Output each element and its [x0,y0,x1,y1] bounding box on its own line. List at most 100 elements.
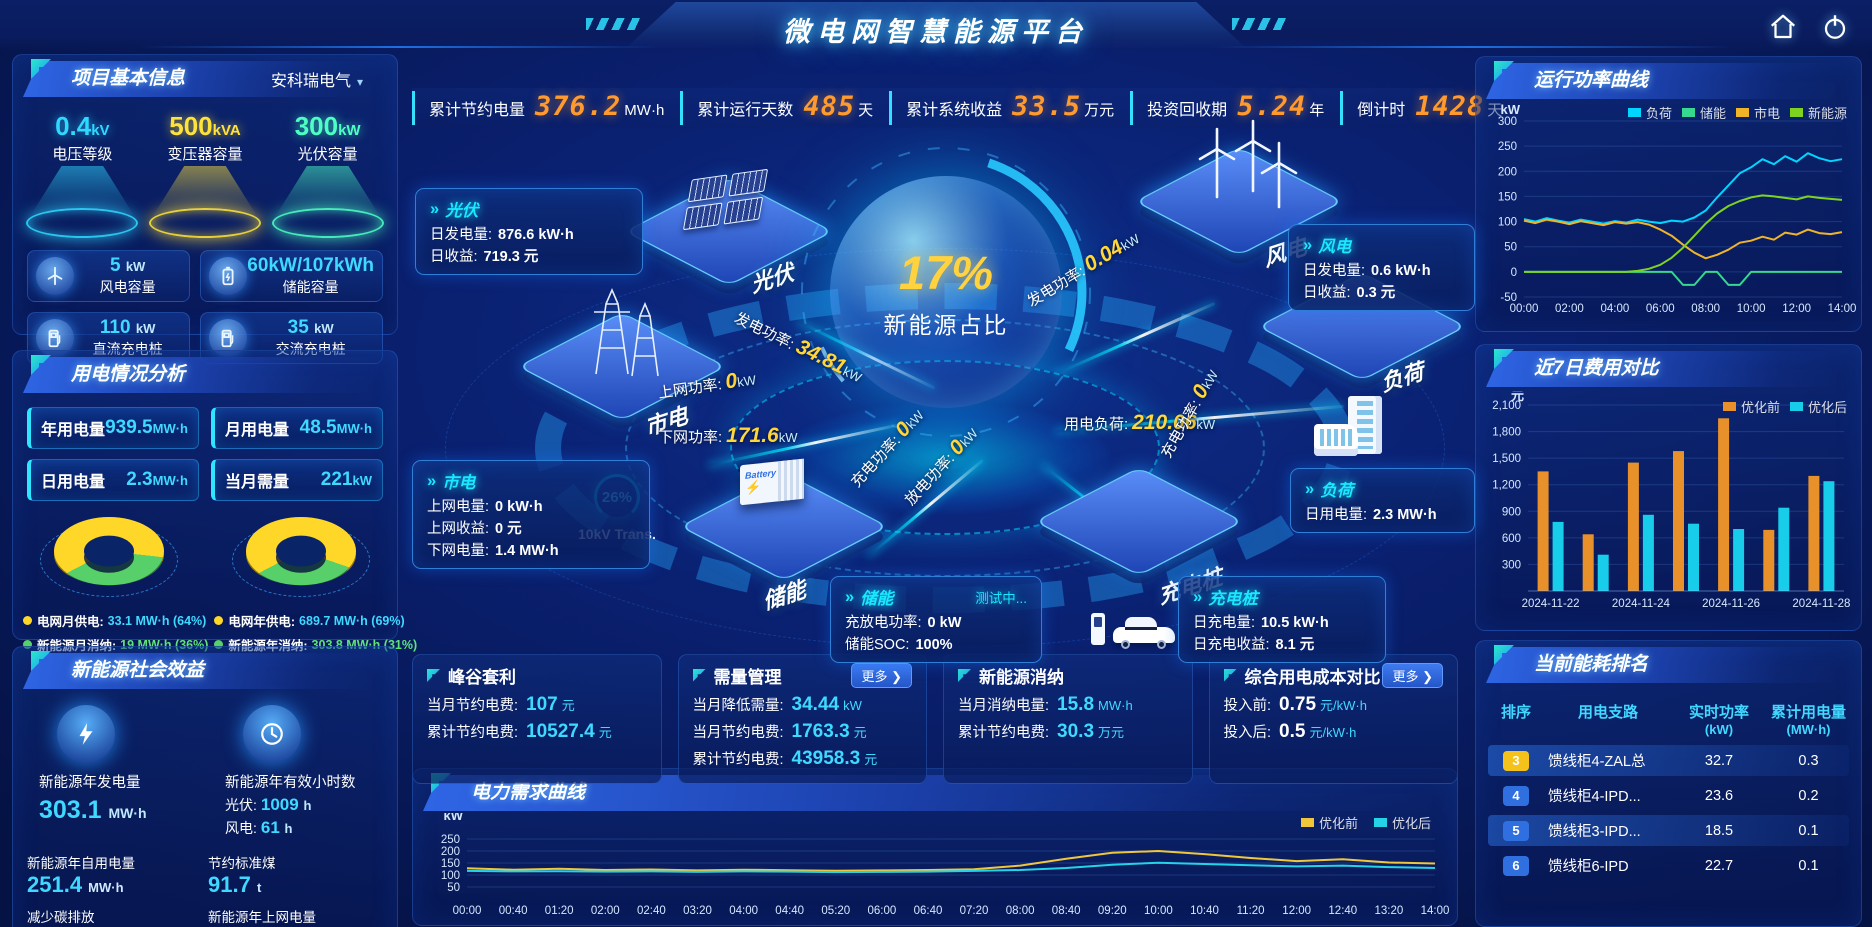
node-pv[interactable]: 光伏 [624,168,834,341]
card-row: 累计节约电费: 10527.4 元 [427,719,647,746]
svg-text:00:40: 00:40 [499,905,528,917]
panel-social-benefit: 新能源社会效益 新能源年发电量 303.1 MW·h 新能源年有效小时数 光伏:… [12,646,398,927]
row-label: 累计节约电费: [427,725,519,741]
row-unit: 元 [853,725,867,740]
legend-dot-icon [23,616,32,625]
beam-pv [797,320,936,390]
svg-text:200: 200 [1498,166,1517,178]
panel-title: 近7日费用对比 [1486,351,1851,387]
solar-panels-icon [682,168,769,231]
legend-dot-icon [214,640,224,649]
topbar-stat: 累计节约电量 376.2 MW·h [412,91,680,125]
table-row[interactable]: 4 馈线柜4-IPD... 23.6 0.2 [1488,780,1849,811]
clock-icon [243,705,301,763]
svg-text:06:00: 06:00 [1646,303,1675,315]
realtime-power: 18.5 [1704,822,1734,839]
legend-swatch-icon [1722,402,1736,411]
node-load[interactable]: 负荷 [1257,272,1467,456]
svg-text:03:20: 03:20 [683,905,712,917]
home-icon[interactable] [1768,12,1798,42]
svg-text:06:40: 06:40 [914,905,943,917]
chevrons-icon: » [845,587,854,606]
svg-text:250: 250 [441,834,460,846]
flow-offtake-power: 下网功率: 171.6kW [658,424,798,447]
power-tower-icon [566,264,686,389]
row-value: 107 [526,694,558,715]
card-corner-icon [1223,669,1237,682]
legend-swatch-icon [1373,818,1387,827]
more-button[interactable]: 更多 ❯ [1382,663,1443,688]
stat-value: 485 [803,91,856,122]
table-row[interactable]: 5 馈线柜3-IPD... 18.5 0.1 [1488,815,1849,846]
benefit-value: 91.7 t [208,872,262,897]
column-header: 实时功率 (kW) [1688,704,1749,737]
panel-cost-compare: 近7日费用对比 优化前 优化后 2,100 1,800 1,500 1,200 900 60… [1475,344,1862,631]
chevrons-icon: » [1193,587,1202,606]
renewable-ratio-label: 新能源占比 [883,311,1009,338]
svg-text:2,100: 2,100 [1492,400,1521,412]
svg-text:14:00: 14:00 [1421,905,1450,917]
stat-value: 1428 [1415,91,1485,122]
svg-text:08:40: 08:40 [1052,905,1081,917]
svg-text:10:00: 10:00 [1737,303,1766,315]
card-title: 新能源消纳 [979,668,1064,687]
benefit-label: 减少碳排放 [27,910,95,925]
chevrons-icon: » [427,471,436,490]
benefit-label: 新能源年上网电量 [208,910,316,925]
node-charger[interactable]: 充电桩 [1034,467,1244,681]
capacity-spotlight: 500kVA 变压器容量 [148,111,261,238]
energy-flow-visualization: 光伏 风电 市电 负荷 Battery ⚡ [400,118,1475,684]
table-row[interactable]: 3 馈线柜4-ZAL总 32.7 0.3 [1488,745,1849,776]
branch-name: 馈线柜4-IPD... [1548,789,1641,805]
flow-discharge-power: 放电功率:0kW [901,425,981,509]
total-energy: 0.1 [1798,857,1819,874]
panel-title: 项目基本信息 [23,61,387,97]
realtime-power: 22.7 [1704,857,1734,874]
node-storage[interactable]: Battery ⚡ 储能 [679,458,889,636]
svg-text:00:00: 00:00 [453,905,482,917]
svg-text:2024-11-28: 2024-11-28 [1792,598,1850,610]
panel-demand-curve: 电力需求曲线 优化前 优化后 250 200 150 100 50 kW 00:00 00:40… [412,768,1458,926]
flow-load-power: 用电负荷: 210.06kW [1064,411,1216,434]
card-corner-icon [692,669,706,682]
row-value: 0.5 [1279,721,1306,742]
tooltip-charger: » 充电桩 日充电量: 10.5 kW·h 日充电收益: 8.1 元 [1178,576,1386,663]
header-line-right [1212,46,1732,48]
rank-badge: 5 [1503,820,1529,841]
node-wind[interactable]: 风电 [1134,119,1344,311]
benefit-stat: 节约标准煤 91.7 t [208,852,383,898]
company-dropdown[interactable]: 安科瑞电气 ▾ [271,67,363,91]
power-icon[interactable] [1820,12,1850,42]
panel-title: 运行功率曲线 [1486,63,1851,99]
ring-outer [445,248,1445,648]
node-grid[interactable]: 市电 [517,287,727,476]
row-unit: 元/kW·h [1309,725,1357,740]
card-row: 投入后: 0.5 元/kW·h [1224,719,1444,746]
svg-text:2024-11-22: 2024-11-22 [1522,598,1580,610]
more-button[interactable]: 更多 ❯ [851,663,912,688]
legend-value: 689.7 MW·h (69%) [299,613,405,628]
wind-turbines-icon [1187,111,1298,226]
card-title: 峰谷套利 [448,668,516,687]
tooltip-wind: » 风电 日发电量: 0.6 kW·h 日收益: 0.3 元 [1288,224,1475,311]
column-header: 用电支路 [1577,704,1638,721]
row-unit: 万元 [1098,725,1125,740]
renewable-ratio-sphere: 17% 新能源占比 [830,176,1062,408]
table-row[interactable]: 6 馈线柜6-IPD 22.7 0.1 [1488,850,1849,881]
svg-text:05:20: 05:20 [821,905,850,917]
row-label: 当月消纳电量: [958,698,1050,714]
rank-badge: 4 [1503,785,1529,806]
header-decor-right [1232,18,1286,30]
donut-legend-item: 电网年供电: 689.7 MW·h (69%) [214,611,417,630]
metric-label: 日用电量 [41,474,106,491]
flow-wind-power: 发电功率:0.04kW [1024,231,1143,311]
company-name: 安科瑞电气 [270,73,351,90]
card-row: 当月消纳电量: 15.8 MW·h [958,692,1178,719]
flow-feedin-power: 上网功率:0kW [657,369,757,402]
benefit-label: 新能源年自用电量 [27,856,135,871]
svg-text:kW: kW [1501,102,1521,117]
stat-value: 376.2 [535,91,622,122]
svg-text:01:20: 01:20 [545,905,574,917]
svg-text:10:00: 10:00 [1144,905,1173,917]
